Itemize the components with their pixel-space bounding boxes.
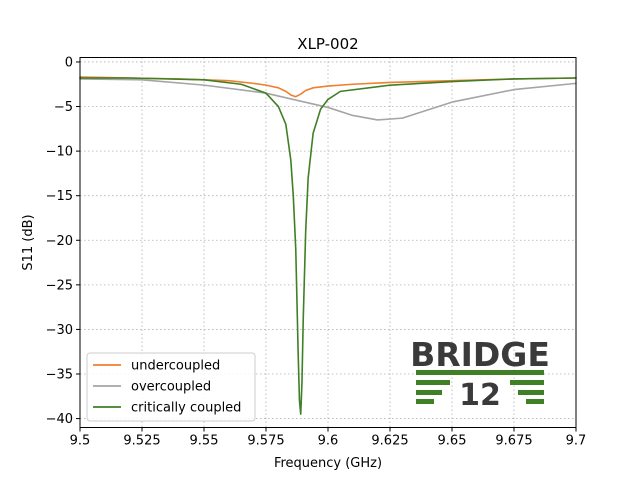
bridge12-logo: BRIDGE 12 bbox=[410, 335, 550, 413]
x-tick-label: 9.625 bbox=[371, 434, 408, 449]
legend-label: undercoupled bbox=[131, 359, 220, 374]
x-tick-label: 9.7 bbox=[566, 434, 587, 449]
x-tick-label: 9.55 bbox=[190, 434, 219, 449]
x-axis: 9.5 9.525 9.55 9.575 9.6 9.625 9.65 9.675 9.7 bbox=[70, 427, 587, 449]
logo-number: 12 bbox=[459, 378, 501, 413]
legend: undercoupled overcoupled critically couple… bbox=[86, 352, 256, 422]
chart-title: XLP-002 bbox=[297, 35, 358, 53]
x-axis-label: Frequency (GHz) bbox=[274, 456, 382, 471]
y-tick-label: −40 bbox=[46, 412, 73, 427]
logo-word: BRIDGE bbox=[410, 335, 550, 374]
logo-step bbox=[510, 380, 544, 385]
logo-step bbox=[416, 390, 442, 395]
y-tick-label: −25 bbox=[46, 278, 73, 293]
legend-label: critically coupled bbox=[131, 401, 241, 416]
series-line-critically-coupled bbox=[79, 77, 577, 415]
series-line-undercoupled bbox=[79, 76, 577, 98]
y-tick-label: −20 bbox=[46, 234, 73, 249]
y-tick-label: 0 bbox=[65, 55, 73, 70]
x-tick-label: 9.5 bbox=[70, 434, 91, 449]
x-tick-label: 9.675 bbox=[495, 434, 532, 449]
x-tick-label: 9.575 bbox=[247, 434, 284, 449]
x-tick-label: 9.65 bbox=[438, 434, 467, 449]
y-axis: 0 −5 −10 −15 −20 −25 −30 −35 −40 bbox=[46, 55, 80, 427]
series-layer bbox=[79, 76, 577, 415]
legend-box bbox=[86, 352, 256, 422]
y-tick-label: −10 bbox=[46, 145, 73, 160]
logo-step bbox=[416, 399, 434, 404]
y-tick-label: −5 bbox=[54, 100, 73, 115]
legend-label: overcoupled bbox=[131, 380, 211, 395]
logo-step bbox=[526, 399, 544, 404]
logo-bar bbox=[416, 370, 544, 375]
x-tick-label: 9.525 bbox=[123, 434, 160, 449]
x-tick-label: 9.6 bbox=[318, 434, 339, 449]
y-tick-label: −15 bbox=[46, 189, 73, 204]
y-tick-label: −35 bbox=[46, 368, 73, 383]
y-axis-label: S11 (dB) bbox=[21, 214, 36, 270]
logo-step bbox=[518, 390, 544, 395]
logo-step bbox=[416, 380, 450, 385]
y-tick-label: −30 bbox=[46, 323, 73, 338]
series-line-overcoupled bbox=[79, 78, 577, 121]
